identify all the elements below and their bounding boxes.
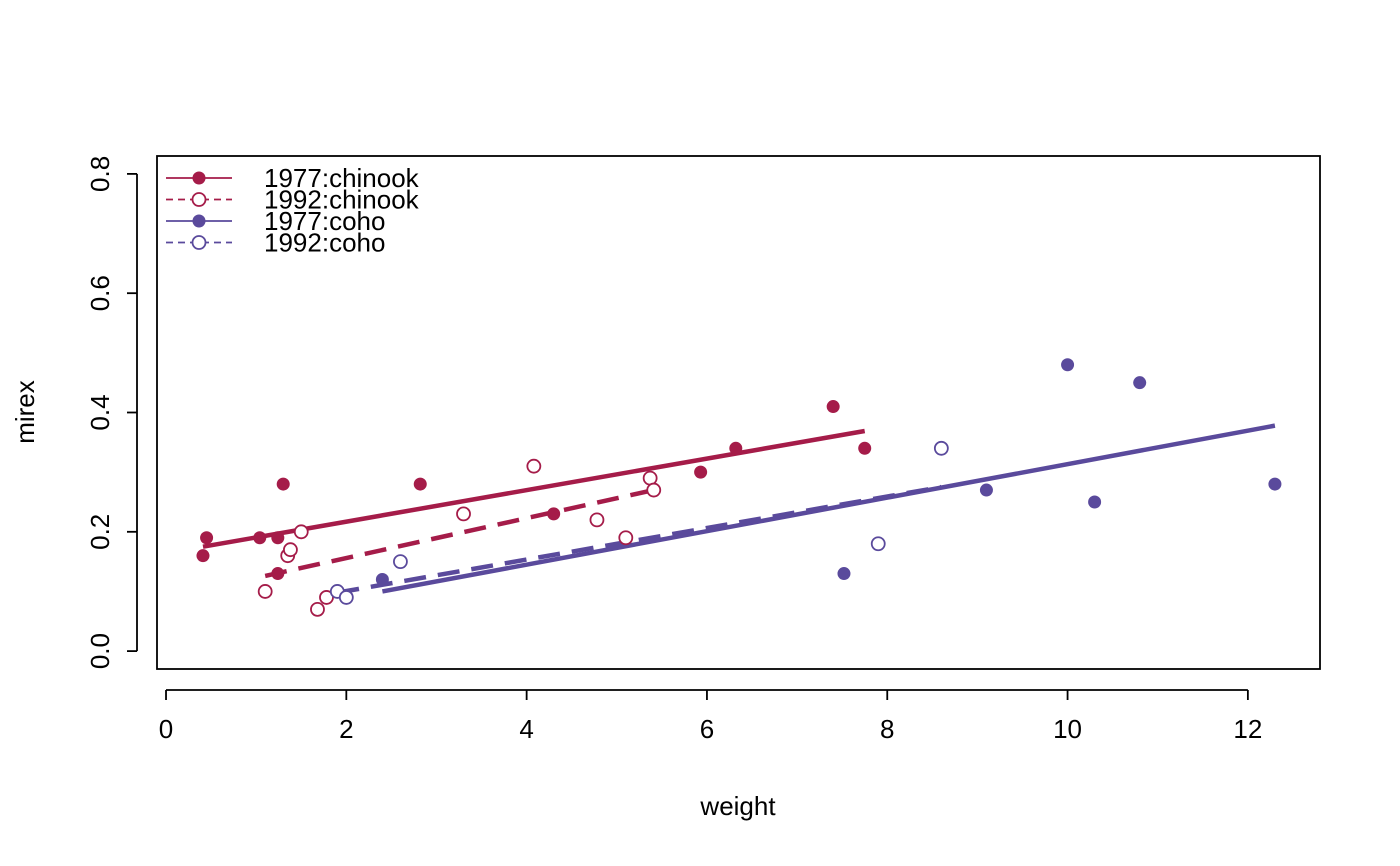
data-point [293,524,309,540]
data-point [1133,376,1147,390]
data-point [1088,495,1102,509]
y-tick-label: 0.2 [85,514,115,550]
x-tick-label: 6 [700,714,714,744]
data-point [413,477,427,491]
legend: 1977:chinook1992:chinook1977:coho1992:co… [166,163,420,258]
data-point [257,584,273,599]
y-axis: 0.0 0.2 0.4 0.6 0.8 [85,156,138,669]
data-point [837,567,851,581]
legend-label: 1992:chinook [264,185,420,215]
data-point [310,601,325,617]
legend-marker [191,192,207,207]
data-point [858,441,872,455]
data-point [283,542,298,558]
data-point [547,507,561,521]
data-point [694,465,708,479]
legend-marker [191,235,207,250]
data-point [271,531,285,545]
data-point [338,590,354,605]
y-tick-label: 0.4 [85,394,115,430]
data-point [589,512,605,528]
x-tick-label: 4 [519,714,533,744]
data-point [196,549,210,563]
x-axis-label: weight [699,791,776,821]
y-axis-label: mirex [10,380,40,444]
fit-line [381,423,1276,594]
data-point [646,482,662,498]
data-point [393,554,408,570]
x-tick-label: 8 [880,714,894,744]
data-point [456,506,471,522]
data-point [618,530,634,546]
legend-marker [192,171,206,185]
x-tick-label: 10 [1053,714,1082,744]
data-point [933,440,949,456]
data-point [271,567,285,581]
data-point [870,536,886,552]
fit-line [336,484,942,595]
legend-label: 1977:chinook [264,163,420,193]
data-point [375,573,389,587]
y-tick-label: 0.6 [85,275,115,311]
x-axis: 0 2 4 6 8 10 12 [159,689,1262,744]
data-point [642,470,658,486]
data-point [1268,477,1282,491]
y-tick-label: 0.8 [85,156,115,192]
fit-lines [202,423,1276,595]
data-points [196,358,1282,617]
data-point [1061,358,1075,372]
legend-label: 1977:coho [264,206,385,236]
legend-marker [192,214,206,228]
legend-label: 1992:coho [264,228,385,258]
data-point [526,458,542,474]
x-tick-label: 2 [339,714,353,744]
data-point [276,477,290,491]
y-tick-label: 0.0 [85,633,115,669]
data-point [253,531,267,545]
data-point [200,531,214,545]
x-tick-label: 12 [1233,714,1262,744]
data-point [729,441,743,455]
data-point [979,483,993,497]
fit-line [202,428,866,549]
data-point [826,400,840,414]
plot-area [156,155,1321,670]
x-tick-label: 0 [159,714,173,744]
